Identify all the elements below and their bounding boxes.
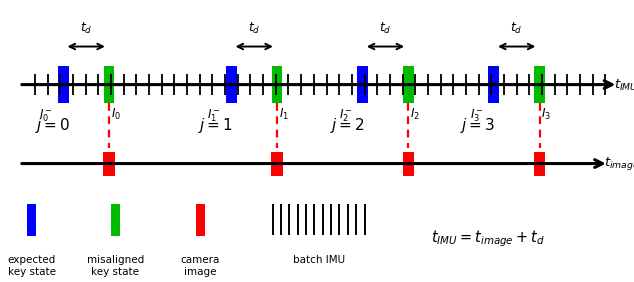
Bar (358, 66, 368, 103)
Bar (489, 66, 500, 103)
Text: $t_d$: $t_d$ (80, 21, 93, 36)
Text: $t_d$: $t_d$ (510, 21, 523, 36)
Text: $I_1^-$: $I_1^-$ (207, 107, 221, 124)
Bar (27, 204, 36, 236)
Text: $j = 2$: $j = 2$ (330, 116, 365, 135)
Text: $j = 1$: $j = 1$ (198, 116, 233, 135)
Bar (534, 152, 545, 175)
Text: $I_2$: $I_2$ (410, 107, 420, 122)
Text: camera
image: camera image (181, 255, 220, 277)
Text: batch IMU: batch IMU (292, 255, 345, 265)
Text: $t_d$: $t_d$ (248, 21, 261, 36)
Bar (111, 204, 120, 236)
Bar (534, 66, 545, 103)
Text: misaligned
key state: misaligned key state (87, 255, 144, 277)
Bar (103, 152, 115, 175)
Bar (58, 66, 68, 103)
Bar (403, 152, 414, 175)
Text: $j = 3$: $j = 3$ (460, 116, 495, 135)
Text: $t_d$: $t_d$ (379, 21, 392, 36)
Text: $t_{image}$: $t_{image}$ (604, 155, 634, 172)
Text: $t_{IMU}$: $t_{IMU}$ (614, 78, 634, 93)
Bar (271, 66, 283, 103)
Text: $I_2^-$: $I_2^-$ (339, 107, 353, 124)
Bar (196, 204, 205, 236)
Text: $t_{IMU} = t_{image} + t_d$: $t_{IMU} = t_{image} + t_d$ (431, 228, 545, 249)
Bar (403, 66, 414, 103)
Text: $I_3^-$: $I_3^-$ (470, 107, 484, 124)
Text: $I_0$: $I_0$ (111, 107, 121, 122)
Bar (271, 152, 283, 175)
Text: $j = 0$: $j = 0$ (35, 116, 70, 135)
Bar (103, 66, 114, 103)
Text: $I_1$: $I_1$ (279, 107, 289, 122)
Text: $I_0^-$: $I_0^-$ (39, 107, 53, 124)
Bar (226, 66, 237, 103)
Text: $I_3$: $I_3$ (541, 107, 552, 122)
Text: expected
key state: expected key state (8, 255, 56, 277)
